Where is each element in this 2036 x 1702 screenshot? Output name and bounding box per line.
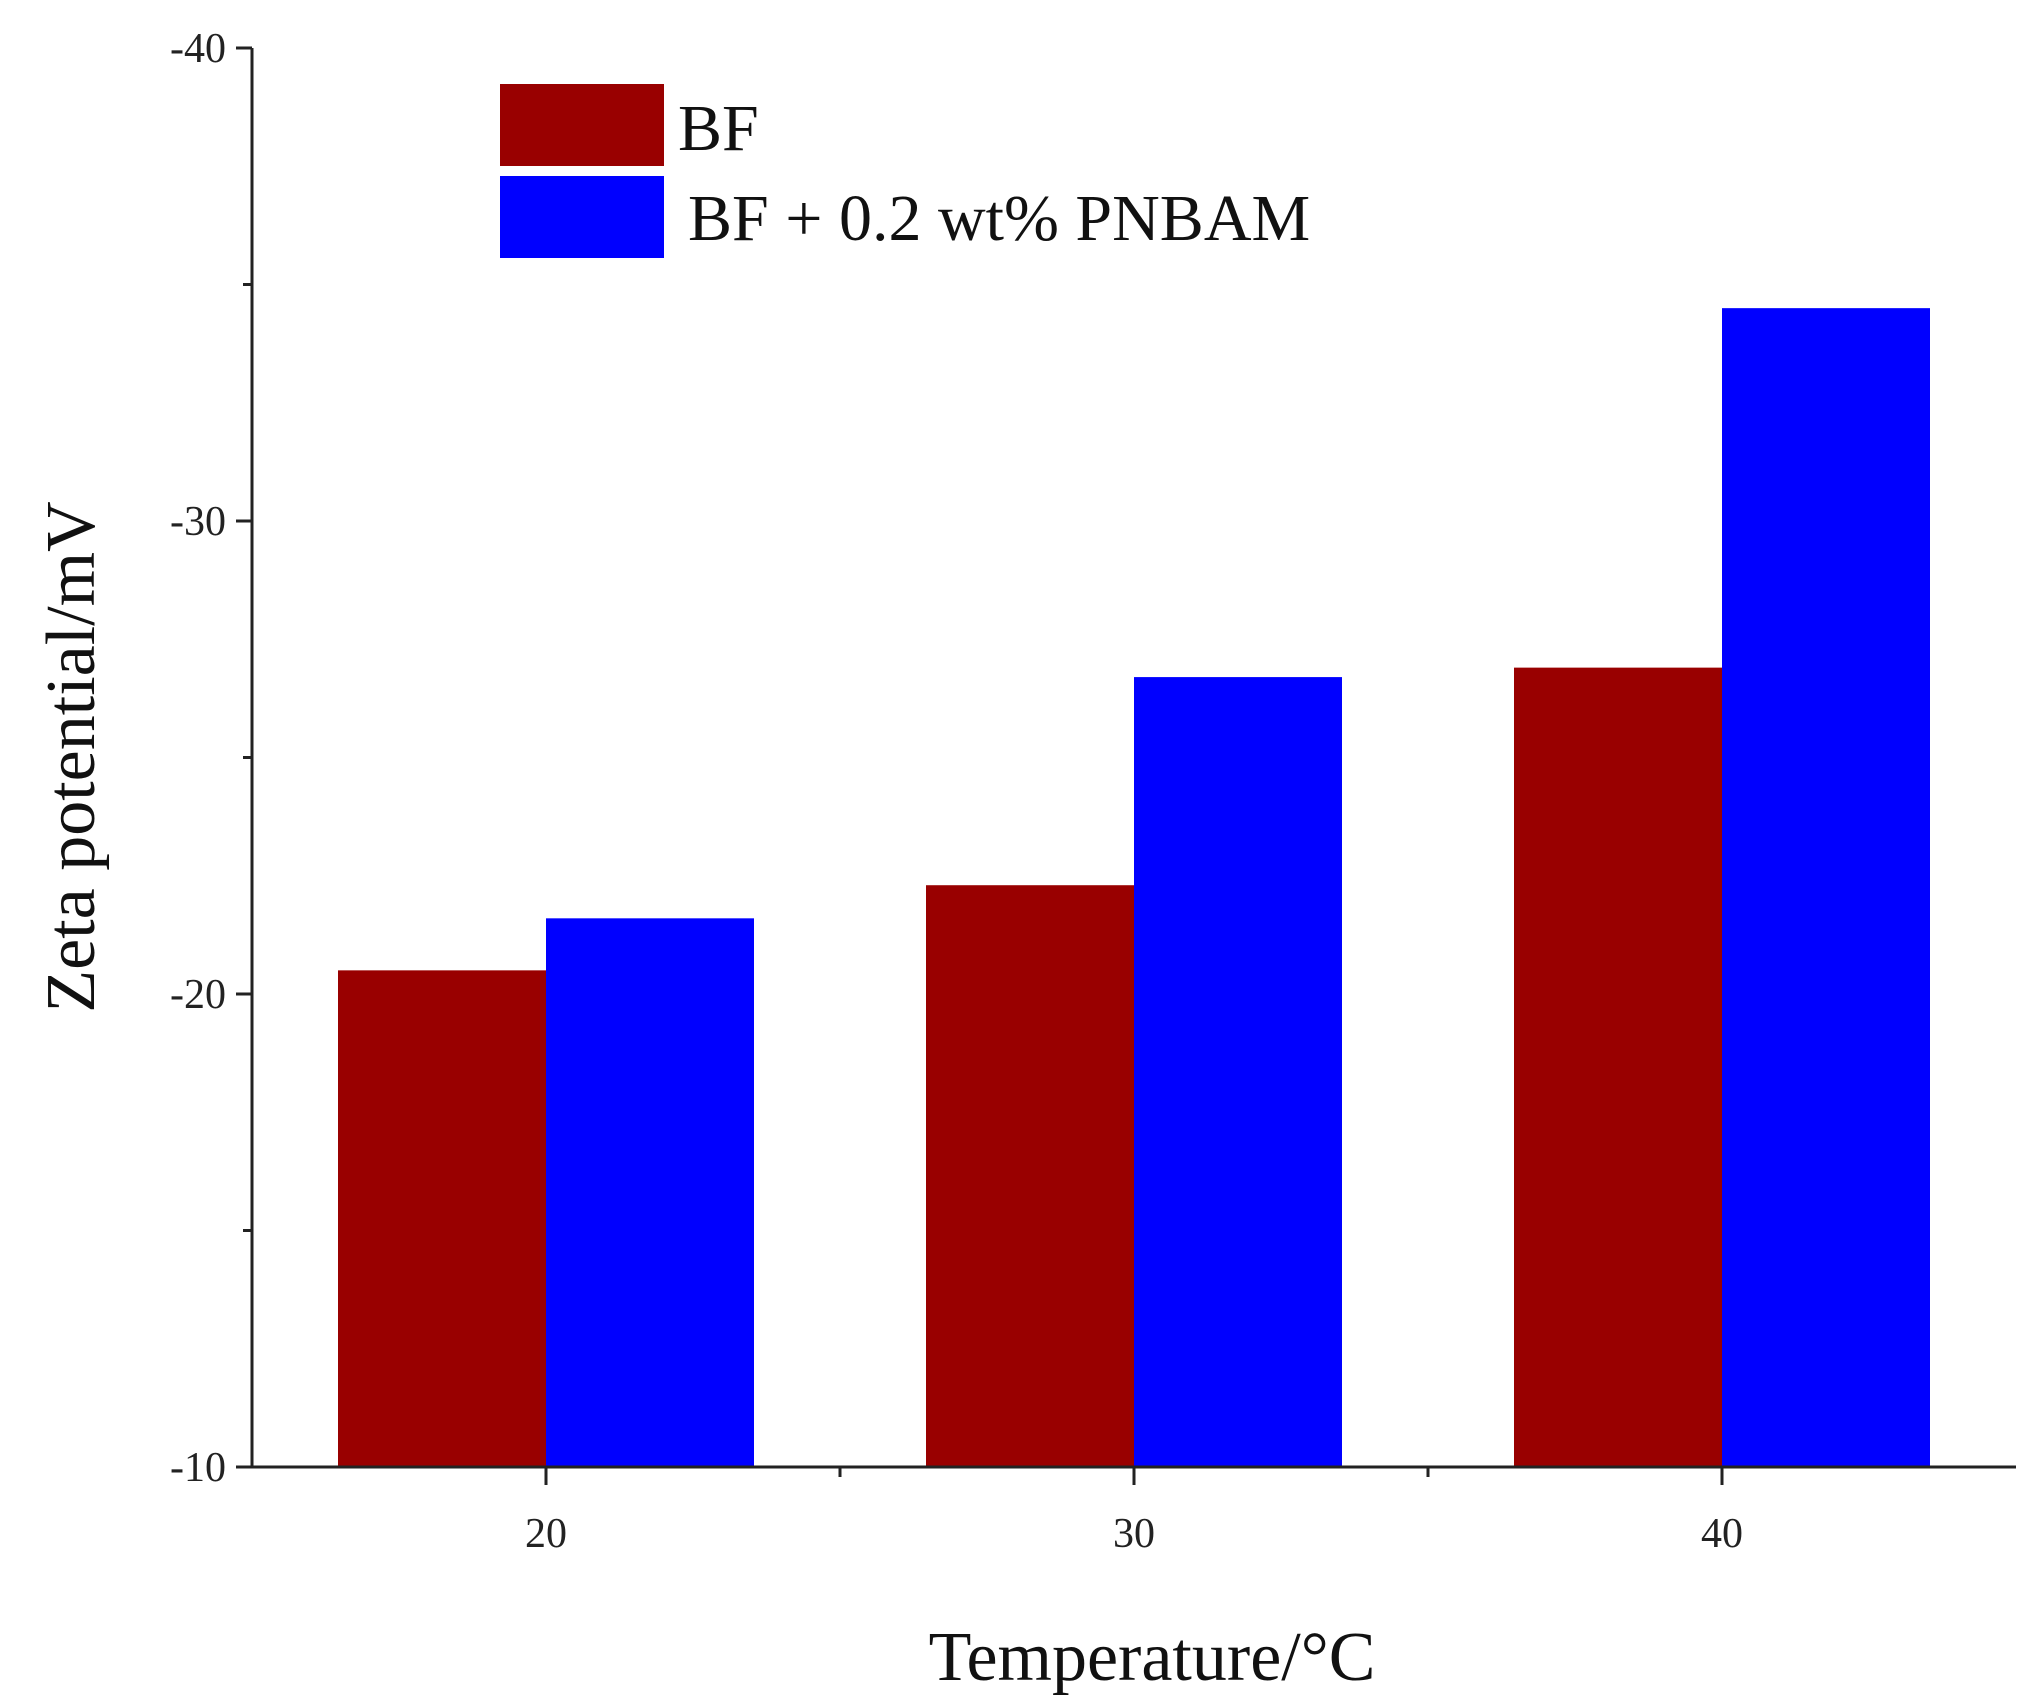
y-tick-label: -30 (170, 499, 226, 545)
bars-layer (338, 308, 1930, 1467)
legend-label-bf: BF (678, 92, 759, 165)
legend-label-bf-pnbam: BF + 0.2 wt% PNBAM (688, 182, 1310, 255)
x-ticks: 20 30 40 (525, 1467, 1743, 1557)
x-tick-label: 40 (1701, 1511, 1743, 1557)
y-ticks: -10 -20 -30 -40 (170, 26, 252, 1491)
legend-swatch-bf-pnbam (500, 176, 664, 258)
legend: BF BF + 0.2 wt% PNBAM (500, 84, 1310, 258)
y-tick-label: -10 (170, 1445, 226, 1491)
bar-bf-30 (926, 885, 1134, 1467)
bar-bf-pnbam-30 (1134, 677, 1342, 1467)
x-tick-label: 30 (1113, 1511, 1155, 1557)
x-axis-title: Temperature/°C (929, 1619, 1376, 1696)
x-tick-label: 20 (525, 1511, 567, 1557)
bar-bf-20 (338, 970, 546, 1467)
bar-bf-pnbam-20 (546, 918, 754, 1467)
legend-swatch-bf (500, 84, 664, 166)
bar-bf-40 (1514, 667, 1722, 1467)
y-tick-label: -20 (170, 972, 226, 1018)
y-axis-title: Zeta potential/mV (33, 501, 110, 1012)
bar-bf-pnbam-40 (1722, 308, 1930, 1467)
y-tick-label: -40 (170, 26, 226, 72)
